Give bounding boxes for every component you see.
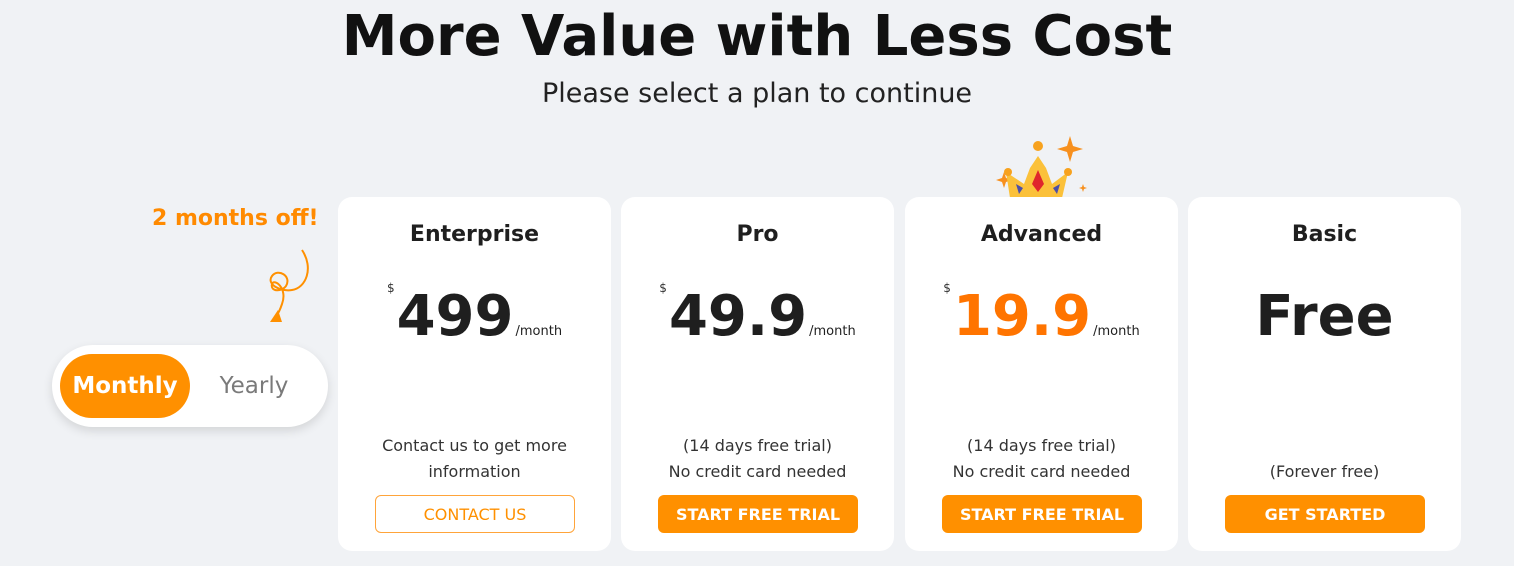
- plan-name: Pro: [736, 222, 779, 247]
- plan-name: Enterprise: [409, 222, 540, 247]
- price-period: /month: [809, 324, 856, 339]
- price-amount: Free: [1255, 284, 1394, 349]
- yearly-option[interactable]: Yearly: [219, 373, 289, 399]
- currency: $: [943, 281, 951, 295]
- plan-card-pro: Pro $49.9/month (14 days free trial) No c…: [621, 197, 894, 551]
- note-line: (Forever free): [1269, 462, 1380, 481]
- plan-card-advanced: Advanced $19.9/month (14 days free trial…: [905, 197, 1178, 551]
- plan-note: (Forever free): [1188, 433, 1461, 485]
- plan-name: Advanced: [980, 222, 1103, 247]
- plan-note: Contact us to get more information: [338, 433, 611, 485]
- get-started-button[interactable]: GET STARTED: [1225, 495, 1425, 533]
- note-line: No credit card needed: [668, 462, 847, 481]
- plan-card-basic: Basic Free (Forever free) GET STARTED: [1188, 197, 1461, 551]
- plan-name: Basic: [1291, 222, 1358, 247]
- currency: $: [659, 281, 667, 295]
- note-line: information: [428, 462, 521, 481]
- price-amount: 499: [396, 284, 514, 349]
- plan-note: (14 days free trial) No credit card neede…: [905, 433, 1178, 485]
- note-line: (14 days free trial): [967, 436, 1116, 455]
- note-line: (14 days free trial): [683, 436, 832, 455]
- note-line: No credit card needed: [952, 462, 1131, 481]
- plan-note: (14 days free trial) No credit card neede…: [621, 433, 894, 485]
- price-period: /month: [515, 324, 563, 339]
- page-title: More Value with Less Cost: [341, 4, 1173, 69]
- promo-label: 2 months off!: [152, 206, 319, 231]
- billing-toggle[interactable]: Monthly Yearly: [52, 345, 328, 427]
- swirl-arrow-icon: [269, 249, 309, 322]
- price-amount: 49.9: [668, 284, 808, 349]
- page-subtitle: Please select a plan to continue: [541, 78, 973, 109]
- plan-price: $49.9/month: [621, 281, 894, 349]
- plan-card-enterprise: Enterprise $499/month Contact us to get …: [338, 197, 611, 551]
- price-period: /month: [1093, 324, 1140, 339]
- start-free-trial-button[interactable]: START FREE TRIAL: [942, 495, 1142, 533]
- note-line: [1188, 433, 1461, 459]
- plan-price: $499/month: [338, 281, 611, 349]
- note-line: Contact us to get more: [382, 436, 567, 455]
- price-amount: 19.9: [952, 284, 1092, 349]
- monthly-option[interactable]: Monthly: [60, 354, 190, 418]
- contact-us-button[interactable]: CONTACT US: [375, 495, 575, 533]
- currency: $: [386, 281, 395, 295]
- crown-icon: [996, 136, 1087, 198]
- plan-price: $19.9/month: [905, 281, 1178, 349]
- start-free-trial-button[interactable]: START FREE TRIAL: [658, 495, 858, 533]
